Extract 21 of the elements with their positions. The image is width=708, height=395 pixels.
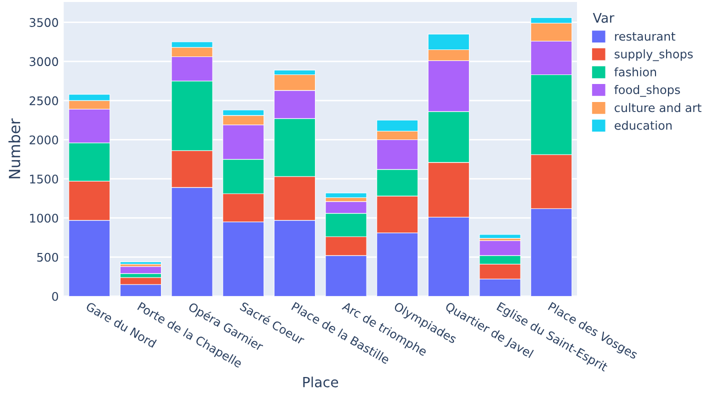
legend-label: education (614, 120, 672, 130)
y-tick-label: 500 (37, 252, 58, 262)
legend-label: food_shops (614, 85, 680, 97)
legend-label: supply_shops (614, 49, 693, 62)
y-tick-label: 2000 (30, 135, 58, 144)
bar (325, 192, 367, 198)
bar (120, 266, 162, 274)
y-tick-label: 1000 (30, 214, 58, 223)
y-tick-label: 3500 (30, 18, 58, 27)
y-tick-label: 2500 (30, 96, 58, 106)
x-axis-title: Place (303, 376, 338, 388)
y-axis-title: Number (8, 118, 20, 178)
y-tick-label: 3000 (30, 57, 58, 66)
legend-title: Var (592, 13, 614, 23)
y-tick-label: 1500 (30, 174, 58, 184)
legend-label: restaurant (615, 32, 676, 41)
bar (479, 234, 521, 239)
legend-label: culture and art (614, 103, 702, 112)
legend-label: fashion (614, 67, 656, 76)
bar (120, 262, 162, 264)
y-tick-label: 0 (52, 292, 58, 301)
